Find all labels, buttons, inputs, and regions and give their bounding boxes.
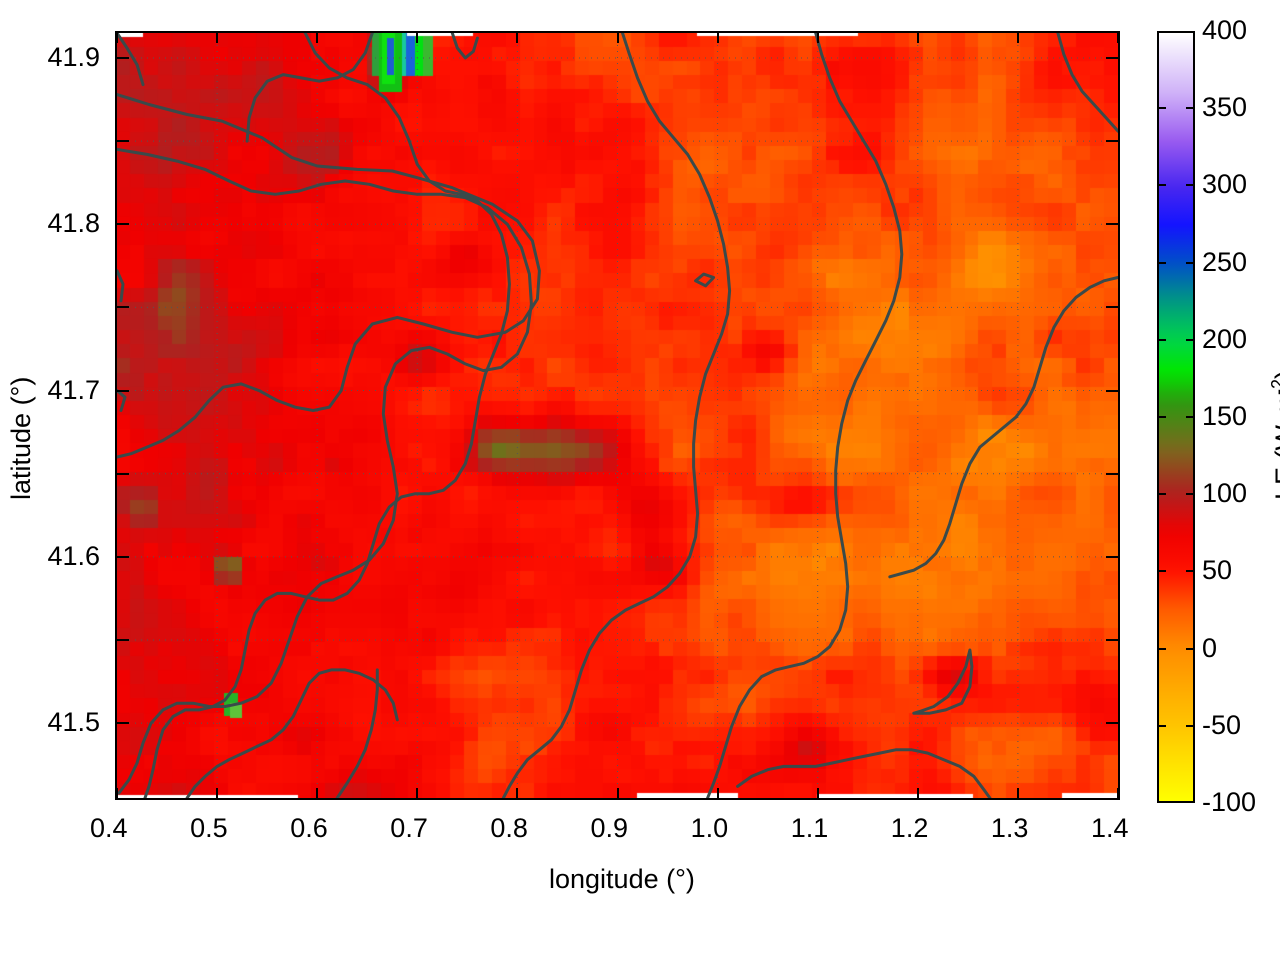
colorbar-tick [1157,184,1166,187]
colorbar-tick [1157,570,1166,573]
colorbar-tick-label: -50 [1202,709,1242,740]
colorbar-title-exponent: -2 [1268,378,1280,395]
x-axis-tick [716,33,719,43]
y-axis-tick [1106,722,1118,725]
colorbar-tick [1157,338,1166,341]
x-axis-tick [1117,33,1119,43]
y-axis-tick [1106,56,1118,59]
colorbar-tick [1186,107,1195,110]
x-axis-tick [616,33,619,43]
y-axis-tick-label: 41.8 [47,208,100,239]
colorbar-title-suffix: ) [1270,370,1280,379]
x-axis-tick [216,33,219,43]
y-axis-minor-tick [1106,140,1118,143]
y-axis-minor-tick [1106,306,1118,309]
x-axis-tick [616,788,619,798]
x-axis-tick [916,33,919,43]
y-axis-minor-tick [117,140,129,143]
x-axis-tick [416,33,419,43]
x-axis-tick [516,788,519,798]
x-axis-tick-label: 0.4 [90,813,128,843]
x-axis-tick-label: 1.4 [1091,813,1129,843]
y-axis-tick-label: 41.9 [47,41,100,72]
y-axis-tick [117,56,129,59]
y-axis-tick [117,555,129,558]
x-axis-tick-label: 0.9 [590,813,629,843]
colorbar-tick [1157,107,1166,110]
y-axis-tick-label: 41.6 [47,540,100,571]
heatmap-plot-area [115,31,1120,800]
x-axis-tick-label: 0.5 [190,813,228,843]
colorbar-tick [1157,261,1166,264]
x-axis-tick-label: 0.7 [390,813,428,843]
x-axis-tick [116,33,118,43]
y-axis-minor-tick [117,639,129,641]
x-axis-tick-label: 1.1 [790,813,829,843]
x-axis-tick [216,788,219,798]
colorbar-tick-label: 0 [1202,632,1218,663]
y-axis-tick [1106,555,1118,558]
x-axis-tick-label: 1.0 [690,813,729,843]
y-axis-tick [117,389,129,392]
x-axis-tick [116,788,118,798]
colorbar-tick [1186,261,1195,264]
colorbar-title-text: LE (W m [1270,395,1280,500]
x-axis-tick-label: 0.6 [290,813,328,843]
colorbar-tick-label: 250 [1202,246,1248,277]
colorbar-tick [1186,647,1195,650]
x-axis-tick [1016,788,1019,798]
y-axis-minor-tick [117,306,129,309]
y-axis-minor-tick [1106,472,1118,475]
y-axis-minor-tick [1106,639,1118,641]
x-axis-tick [916,788,919,798]
colorbar-tick [1186,338,1195,341]
x-axis-tick [1016,33,1019,43]
colorbar-tick-label: 100 [1202,478,1248,509]
y-axis-tick-label: 41.5 [47,707,100,738]
colorbar-tick [1186,493,1195,496]
x-axis-tick [1117,788,1119,798]
x-axis-tick-label: 1.3 [990,813,1029,843]
colorbar-tick-label: 50 [1202,555,1233,586]
colorbar-tick [1186,724,1195,727]
colorbar-tick-label: 150 [1202,401,1248,431]
x-axis-tick [816,788,819,798]
y-axis-tick [117,223,129,226]
x-axis-tick [516,33,519,43]
x-axis-tick [316,788,319,798]
raster-heatmap-layer [117,33,1118,798]
colorbar-tick-label: 400 [1202,15,1248,45]
colorbar-tick [1157,647,1166,650]
x-axis-tick [316,33,319,43]
x-axis-tick [816,33,819,43]
colorbar-tick-label: 300 [1202,169,1248,200]
x-axis-tick-label: 0.8 [490,813,528,843]
colorbar-tick [1157,493,1166,496]
y-axis-title: latitude (°) [6,376,36,500]
colorbar-tick-label: 200 [1202,323,1248,354]
x-axis-tick [716,788,719,798]
y-axis-tick [117,722,129,725]
x-axis-title: longitude (°) [549,864,695,894]
y-axis-minor-tick [117,472,129,475]
y-axis-tick [1106,389,1118,392]
colorbar-tick [1157,724,1166,727]
colorbar-tick [1186,416,1195,418]
colorbar-tick-label: -100 [1202,787,1257,817]
colorbar-title: LE (W m-2) [1268,370,1280,500]
colorbar-tick-label: 350 [1202,92,1248,123]
y-axis-tick [1106,223,1118,226]
colorbar-tick [1157,416,1166,418]
colorbar-tick [1186,184,1195,187]
y-axis-tick-label: 41.7 [47,374,100,405]
x-axis-tick-label: 1.2 [890,813,929,843]
x-axis-tick [416,788,419,798]
colorbar-tick [1186,570,1195,573]
